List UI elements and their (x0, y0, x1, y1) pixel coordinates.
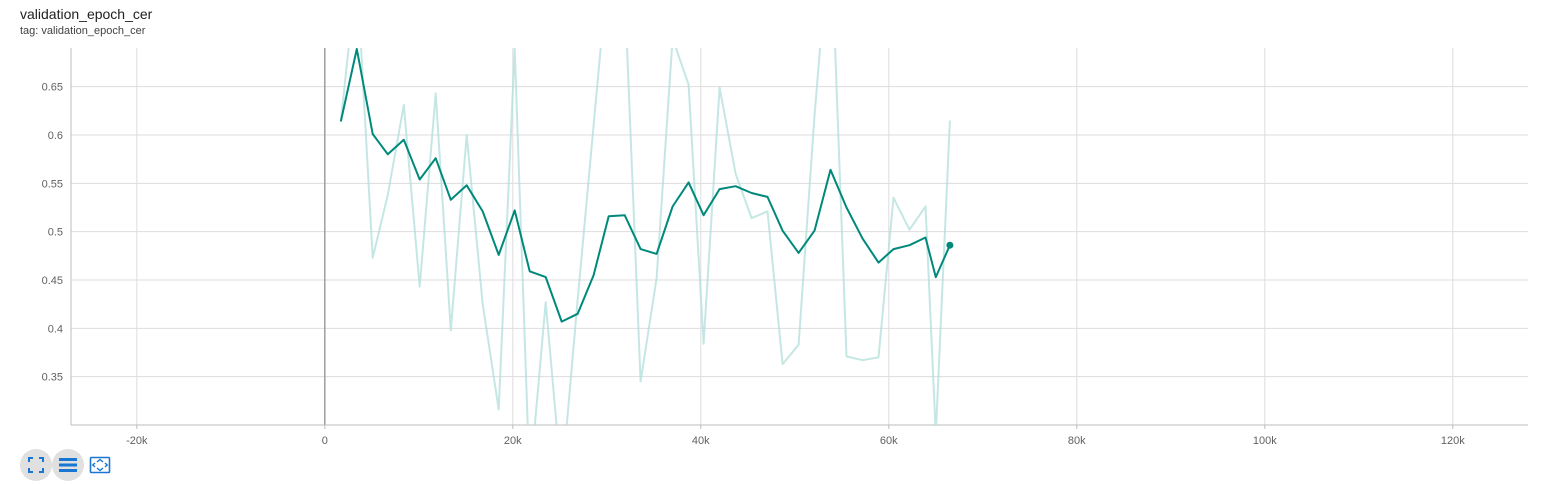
fit-domain-button[interactable] (84, 449, 116, 481)
x-tick-label: 120k (1441, 435, 1465, 445)
x-tick-label: -20k (126, 435, 148, 445)
y-tick-label: 0.4 (48, 323, 63, 335)
y-tick-label: 0.55 (42, 178, 63, 190)
grid-lines (71, 48, 1528, 425)
y-tick-label: 0.45 (42, 275, 63, 287)
x-tick-label: 100k (1253, 435, 1277, 445)
fullscreen-icon (28, 457, 44, 473)
chart-title: validation_epoch_cer (20, 6, 153, 22)
smoothed-series-line (339, 48, 951, 323)
fullscreen-button[interactable] (20, 449, 52, 481)
log-scale-button[interactable] (52, 449, 84, 481)
y-tick-label: 0.65 (42, 82, 63, 94)
last-point-marker[interactable] (946, 241, 954, 249)
chart-toolbar (20, 449, 116, 481)
y-tick-label: 0.35 (42, 372, 63, 384)
series-layer (339, 48, 954, 425)
x-tick-label: 40k (692, 435, 710, 445)
tick-labels: 0.35 0.4 0.45 0.5 0.55 0.6 0.65 -20k 0 20k 40k 60k 8… (42, 82, 1466, 445)
x-tick-label: 20k (504, 435, 522, 445)
y-tick-label: 0.6 (48, 130, 63, 142)
line-chart[interactable]: 0.35 0.4 0.45 0.5 0.55 0.6 0.65 -20k 0 20k 40k 60k 8… (0, 0, 1545, 445)
fit-domain-icon (89, 456, 111, 474)
log-scale-icon (59, 458, 77, 472)
raw-series-line (339, 48, 951, 425)
x-tick-label: 80k (1068, 435, 1086, 445)
axes (70, 48, 1528, 429)
x-tick-label: 60k (880, 435, 898, 445)
chart-tag: tag: validation_epoch_cer (20, 25, 146, 37)
y-tick-label: 0.5 (48, 227, 63, 239)
x-tick-label: 0 (322, 435, 328, 445)
